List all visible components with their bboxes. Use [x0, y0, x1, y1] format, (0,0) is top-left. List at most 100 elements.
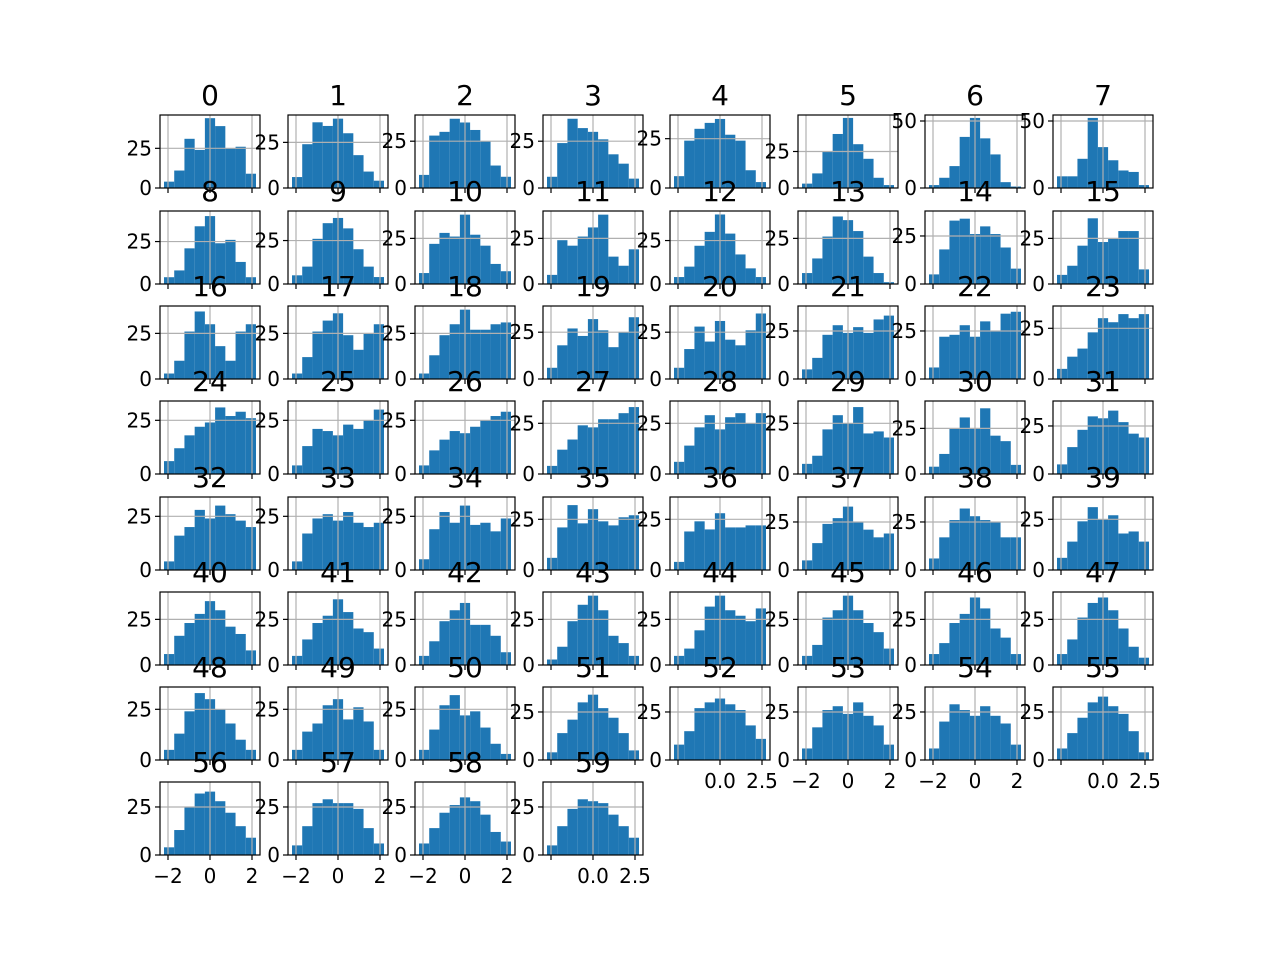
histogram-bar [628, 655, 639, 666]
histogram-bar [184, 806, 195, 855]
panel-title: 6 [966, 79, 984, 112]
y-tick-label: 25 [382, 226, 407, 250]
x-tick-label: −2 [918, 769, 947, 793]
histogram-bar [194, 793, 205, 855]
panel-title: 11 [575, 175, 611, 208]
histogram-bar [598, 803, 609, 855]
panel-38: 0 25 38 [892, 461, 1026, 582]
histogram-bar [439, 705, 450, 760]
panel-title: 8 [201, 175, 219, 208]
histogram-bar [1077, 245, 1088, 285]
histogram-bar [363, 828, 374, 855]
histogram-bar [419, 843, 430, 855]
histogram-bar [225, 360, 236, 379]
histogram-bar [302, 357, 313, 379]
histogram-bar [873, 537, 884, 570]
y-tick-label: 25 [765, 319, 790, 343]
histogram-bar [343, 133, 354, 188]
panel-46: 0 25 46 [892, 556, 1026, 677]
histogram-bar [577, 604, 588, 665]
panel-title: 47 [1085, 556, 1121, 589]
histogram-bar [608, 635, 619, 665]
y-tick-label: 0 [649, 462, 662, 486]
x-tick-label: 0 [204, 864, 217, 888]
histogram-bar [812, 357, 823, 379]
histogram-bar [1000, 537, 1011, 570]
panel-title: 16 [192, 270, 228, 303]
histogram-bar [373, 522, 384, 570]
histogram-bar [302, 639, 313, 665]
histogram-bar [704, 122, 715, 188]
x-tick-label: 0.0 [577, 864, 609, 888]
panel-40: 0 25 40 [127, 556, 261, 677]
y-tick-label: 0 [267, 748, 280, 772]
y-tick-label: 0 [649, 558, 662, 582]
y-tick-label: 0 [267, 462, 280, 486]
histogram-bar [1128, 531, 1139, 570]
histogram-bar [929, 466, 940, 474]
histogram-bar [353, 707, 364, 760]
histogram-bar [694, 128, 705, 188]
panel-36: 0 25 36 [637, 461, 771, 582]
panel-59: 0 25 59 [510, 746, 644, 867]
histogram-bar [567, 719, 578, 760]
y-tick-label: 0 [267, 176, 280, 200]
histogram-bar [598, 708, 609, 760]
histogram-bar [194, 613, 205, 665]
histogram-bar [490, 743, 501, 760]
y-tick-label: 25 [1020, 507, 1045, 531]
histogram-bar [343, 512, 354, 570]
histogram-bar [292, 373, 303, 379]
histogram-bar [225, 148, 236, 188]
histogram-bar [618, 163, 629, 188]
histogram-bar [704, 702, 715, 760]
histogram-bar [725, 233, 736, 284]
panel-42: 0 25 42 [382, 556, 516, 677]
histogram-bar [353, 808, 364, 855]
panel-title: 17 [320, 270, 356, 303]
histogram-bar [939, 177, 950, 188]
histogram-bar [832, 325, 843, 379]
panel-title: 18 [447, 270, 483, 303]
y-tick-label: 25 [765, 226, 790, 250]
histogram-bar [312, 518, 323, 570]
histogram-bar [490, 165, 501, 188]
panel-55: 0 25 55 [1020, 651, 1154, 772]
histogram-bar [1057, 557, 1068, 570]
histogram-bar [373, 648, 384, 666]
panel-title: 10 [447, 175, 483, 208]
histogram-bar [292, 275, 303, 284]
histogram-bar [725, 610, 736, 665]
histogram-bar [694, 427, 705, 474]
panel-57: 0 25 57 [255, 746, 389, 867]
y-tick-label: 0 [139, 272, 152, 296]
histogram-bar [959, 508, 970, 570]
histogram-bar [353, 249, 364, 284]
histogram-bar [853, 231, 864, 284]
y-tick-label: 25 [892, 607, 917, 631]
panel-title: 3 [584, 79, 602, 112]
histogram-bar [343, 803, 354, 855]
histogram-bar [929, 274, 940, 284]
histogram-bar [1128, 731, 1139, 760]
panel-title: 48 [192, 651, 228, 684]
histogram-bar [735, 615, 746, 666]
histogram-bar [1118, 170, 1129, 188]
histogram-bar [363, 420, 374, 474]
histogram-bar [322, 705, 333, 760]
histogram-bar [704, 231, 715, 284]
histogram-bar [674, 461, 685, 474]
histogram-bar [929, 558, 940, 570]
y-tick-label: 25 [892, 319, 917, 343]
histogram-bar [959, 710, 970, 760]
x-tick-label: 2.5 [619, 864, 651, 888]
panel-title: 21 [830, 270, 866, 303]
histogram-bar [429, 828, 440, 855]
histogram-bar [939, 537, 950, 570]
y-tick-label: 25 [1020, 700, 1045, 724]
y-tick-label: 25 [1020, 226, 1045, 250]
histogram-bar [949, 166, 960, 188]
histogram-bar [1087, 507, 1098, 570]
histogram-bar [598, 521, 609, 570]
histogram-bar [1057, 464, 1068, 474]
